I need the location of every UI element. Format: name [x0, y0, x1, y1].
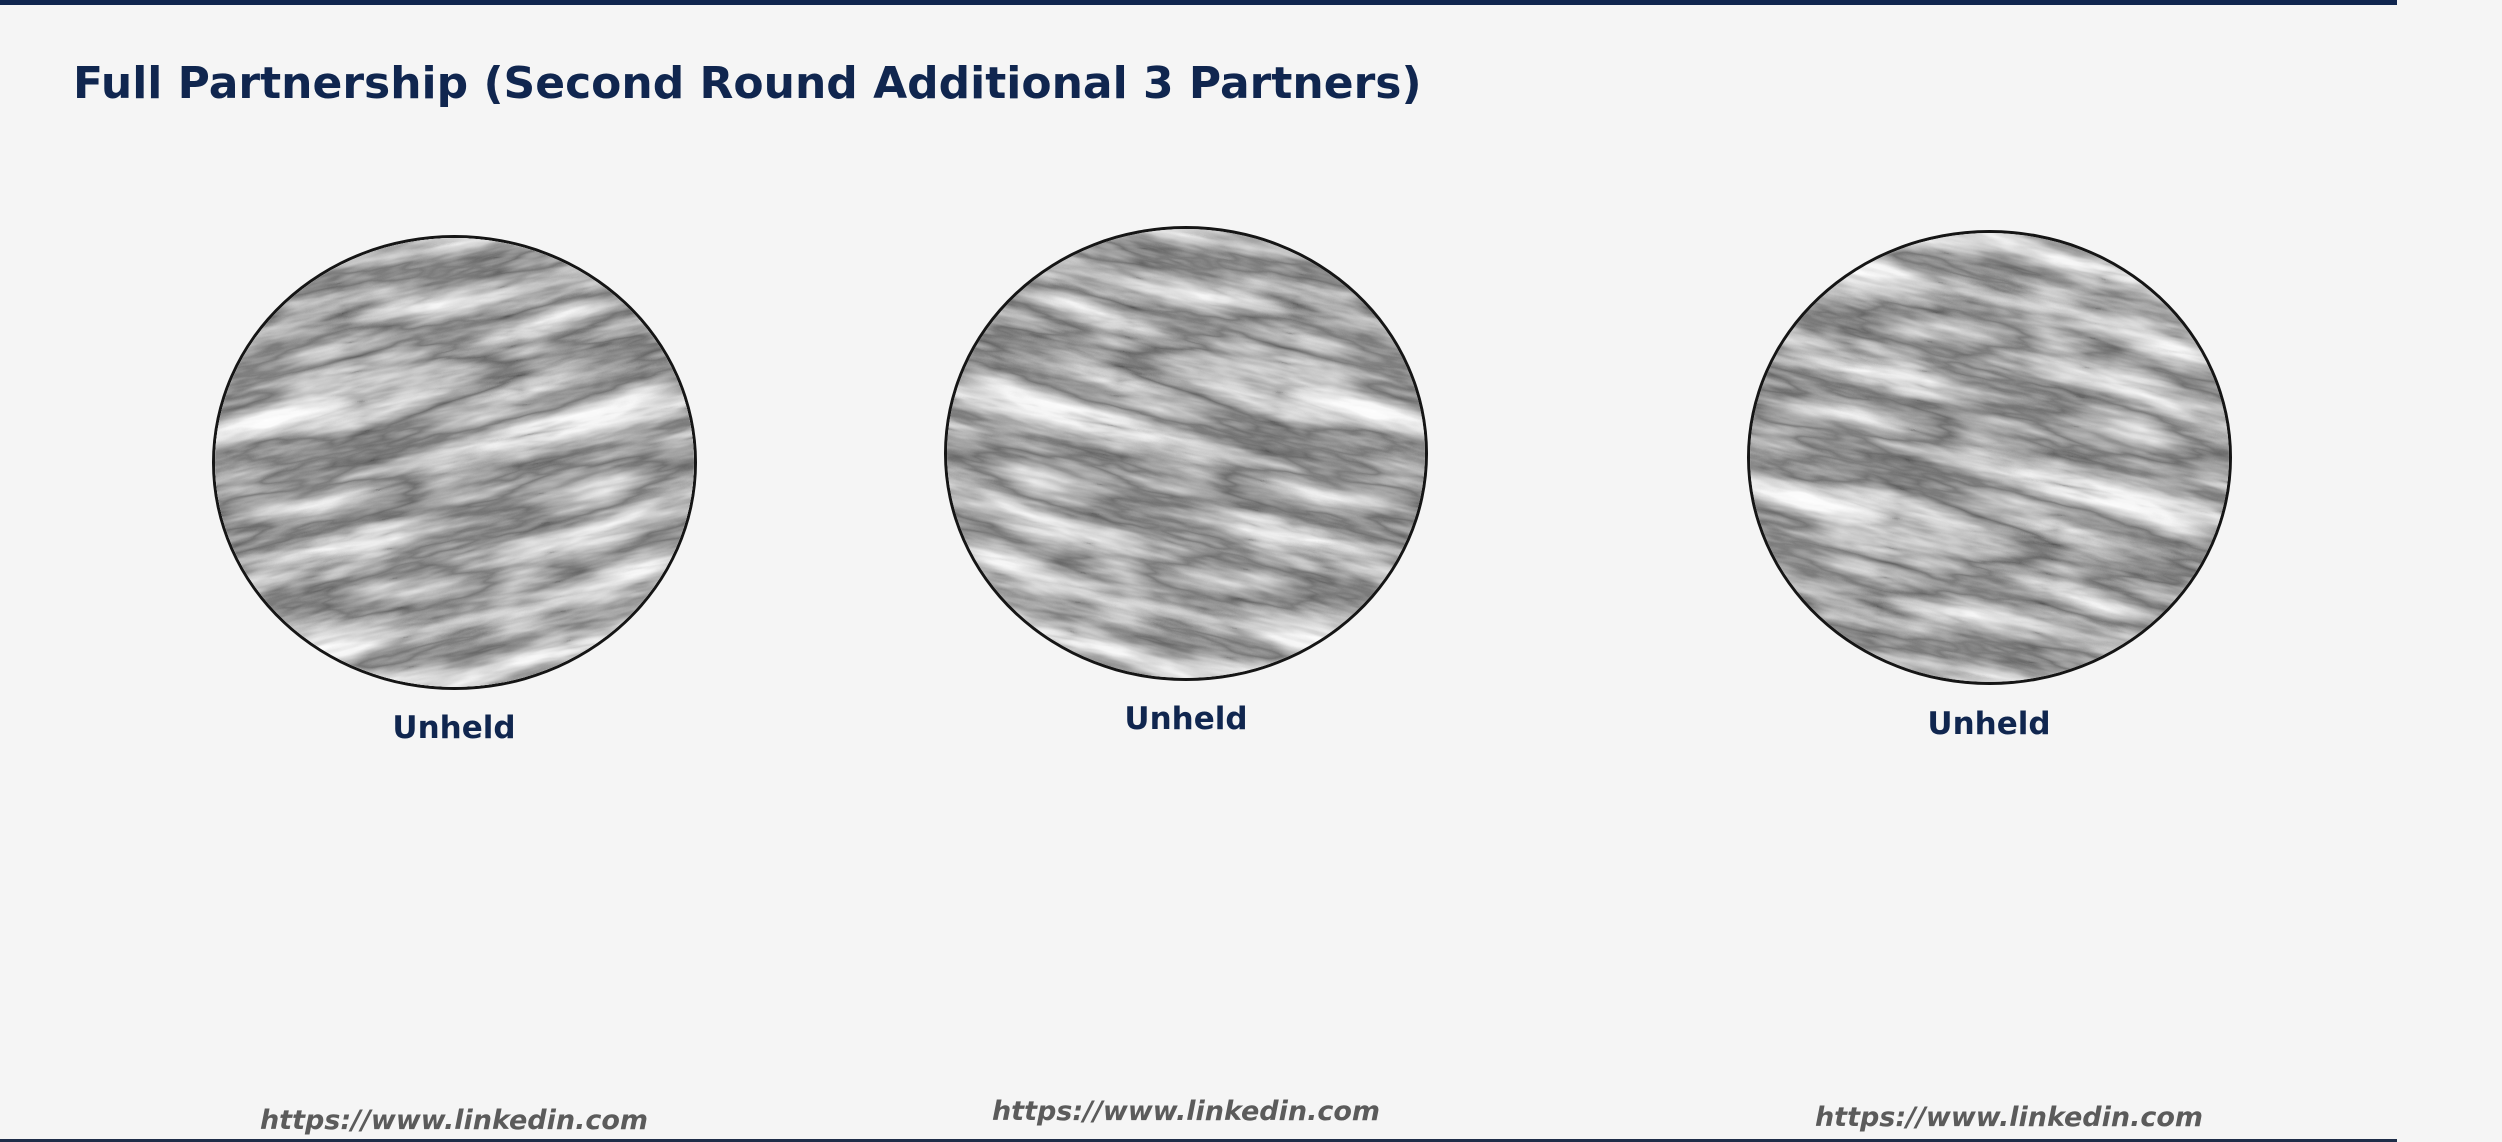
slide-title: Full Partnership (Second Round Additiona… — [73, 58, 1422, 109]
page-margin — [2397, 0, 2502, 1142]
bottom-divider — [0, 1139, 2397, 1142]
marble-texture-icon — [212, 235, 697, 690]
partner-link-1[interactable]: https://www.linkedin.com — [259, 1105, 649, 1136]
marble-texture-icon — [944, 226, 1428, 681]
marble-texture-icon — [1747, 230, 2232, 685]
partner-status-label: Unheld — [392, 710, 516, 746]
partner-status-label: Unheld — [1124, 701, 1248, 737]
slide: Full Partnership (Second Round Additiona… — [0, 0, 2397, 1142]
partner-link-2[interactable]: https://www.linkedin.com — [991, 1096, 1381, 1127]
partner-status-label: Unheld — [1927, 706, 2051, 742]
partner-link-3[interactable]: https://www.linkedin.com — [1814, 1102, 2204, 1133]
top-accent-bar — [0, 0, 2397, 5]
